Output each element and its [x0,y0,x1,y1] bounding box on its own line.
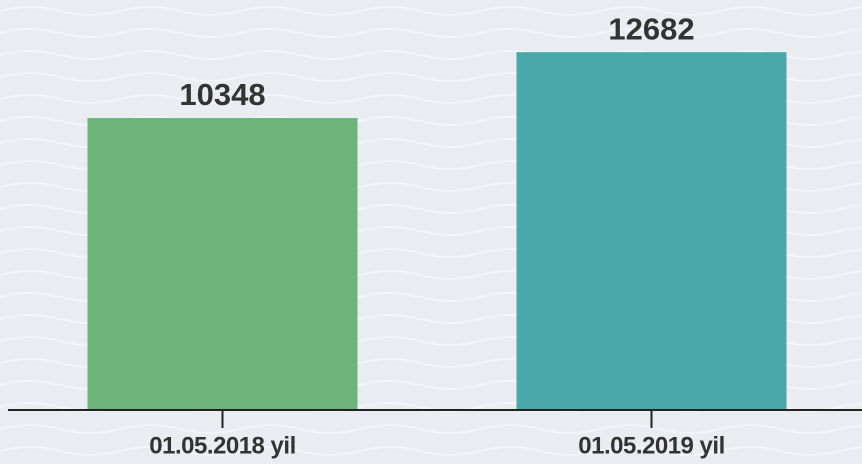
bar [516,52,787,410]
bar [87,118,358,410]
x-tick-label: 01.05.2018 yil [149,432,295,459]
x-tick-label: 01.05.2019 yil [578,432,724,459]
value-label: 12682 [608,11,694,46]
value-label: 10348 [179,77,265,112]
